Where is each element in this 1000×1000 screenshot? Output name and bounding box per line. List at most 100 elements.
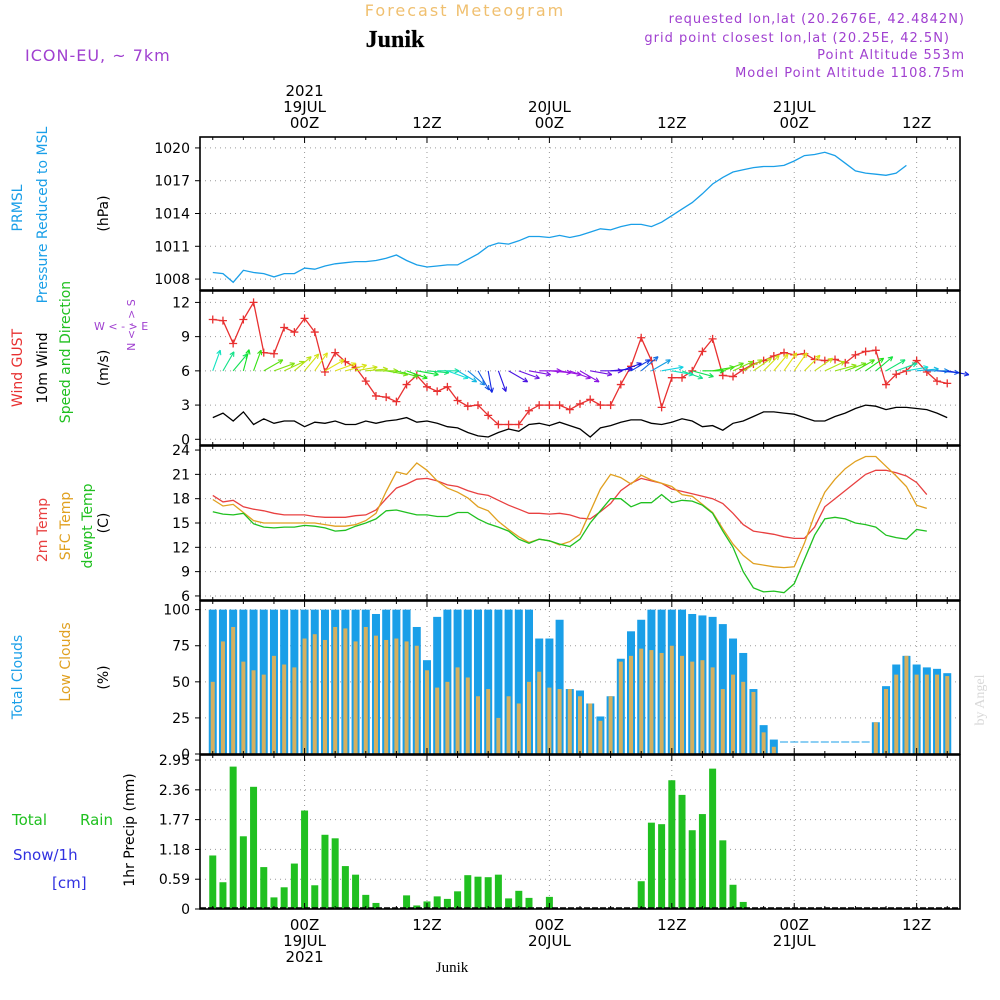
- low-clouds-bar: [771, 746, 776, 754]
- total-clouds-bar: [494, 609, 503, 754]
- wind-direction-label: Speed and Direction: [58, 281, 74, 423]
- wind-direction-arrow: [630, 359, 651, 372]
- y-tick-label: 12: [172, 295, 190, 311]
- rain-bar: [709, 768, 717, 909]
- gust-marker: [269, 349, 278, 358]
- gust-marker: [596, 401, 605, 410]
- wind-direction-arrowhead: [372, 365, 378, 371]
- gust-marker: [667, 373, 676, 382]
- wind-direction-arrow: [242, 349, 250, 371]
- time-axis-bottom-label: 12Z: [657, 916, 686, 934]
- rain-bar: [331, 838, 339, 909]
- rain-bar: [678, 794, 686, 909]
- gust-marker: [514, 420, 523, 429]
- time-axis-top-label: 21JUL: [773, 98, 816, 116]
- total-clouds-bar: [514, 609, 523, 754]
- y-tick-label: 18: [172, 492, 190, 508]
- y-tick-label: 1.18: [159, 842, 190, 858]
- low-clouds-bar: [894, 674, 899, 754]
- low-clouds-bar: [322, 639, 327, 754]
- rain-bar: [443, 898, 451, 909]
- time-axis-bottom-label: 21JUL: [773, 932, 816, 950]
- time-axis-top-label: 19JUL: [283, 98, 326, 116]
- total-clouds-bar: [433, 616, 442, 754]
- time-axis-bottom-label: 2021: [285, 948, 323, 966]
- wind-direction-arrow: [753, 357, 772, 372]
- wind-direction-arrow: [467, 370, 485, 386]
- low-clouds-bar: [629, 655, 634, 754]
- gust-marker: [576, 399, 584, 408]
- wind-direction-arrow: [692, 370, 714, 378]
- wind-direction-arrow: [355, 366, 378, 372]
- rain-bar: [525, 897, 533, 909]
- low-clouds-bar: [302, 638, 307, 754]
- wind-direction-arrowhead: [313, 353, 320, 359]
- rain-bar: [341, 866, 349, 909]
- gust-marker: [657, 403, 666, 412]
- y-tick-label: 2.36: [159, 783, 190, 799]
- low-clouds-bar: [741, 681, 746, 754]
- y-tick-label: 0: [181, 432, 190, 448]
- gust-marker: [218, 316, 227, 325]
- rain-bar: [362, 894, 370, 909]
- wind-direction-arrow: [416, 370, 439, 376]
- wind-direction-arrow: [569, 370, 591, 379]
- gust-marker: [402, 380, 411, 389]
- y-tick-label: 1011: [154, 239, 190, 255]
- wind-direction-arrow: [334, 362, 357, 372]
- y-tick-label: 1020: [154, 141, 190, 157]
- y-tick-label: 25: [172, 711, 190, 727]
- time-axis-bottom-label: 00Z: [290, 916, 319, 934]
- watermark-label: by Angel: [973, 674, 988, 725]
- gust-marker: [422, 382, 431, 391]
- wind-direction-arrow: [294, 356, 312, 372]
- time-axis-bottom-label: 00Z: [780, 916, 809, 934]
- y-tick-label: 15: [172, 516, 190, 532]
- low-clouds-bar: [445, 681, 450, 754]
- wind-direction-arrow: [263, 359, 284, 372]
- wind-direction-arrowhead: [815, 354, 821, 361]
- gust-marker: [504, 420, 513, 429]
- rain-bar: [403, 895, 411, 909]
- wind-direction-arrowhead: [766, 357, 772, 363]
- wind-direction-arrowhead: [534, 374, 540, 380]
- wind-direction-arrowhead: [697, 374, 704, 380]
- low-clouds-bar: [618, 661, 623, 754]
- y-tick-label: 1017: [154, 174, 190, 190]
- wind-direction-arrow: [732, 361, 754, 372]
- wind-direction-arrowhead: [827, 357, 834, 363]
- low-clouds-bar: [578, 696, 582, 754]
- total-clouds-bar: [504, 609, 513, 754]
- temp-sfc-line: [212, 455, 927, 569]
- low-clouds-bar: [761, 732, 766, 754]
- wind-direction-arrow: [487, 370, 493, 393]
- low-clouds-bar: [414, 645, 419, 754]
- rain-bar: [688, 830, 696, 909]
- low-clouds-bar: [475, 696, 480, 754]
- rain-bar: [739, 901, 747, 909]
- gust-marker: [708, 334, 717, 343]
- wind-direction-arrow: [722, 362, 744, 372]
- gust-marker: [310, 328, 319, 337]
- wind-direction-arrow: [814, 357, 833, 372]
- rain-bar: [474, 876, 482, 909]
- wind-direction-arrowhead: [738, 362, 744, 368]
- wind-direction-arrow: [406, 370, 428, 379]
- footer-location-label: Junik: [436, 960, 469, 976]
- wind-direction-arrow: [763, 354, 780, 372]
- wind-direction-arrowhead: [645, 359, 651, 365]
- low-clouds-bar: [424, 670, 429, 754]
- wind-direction-arrowhead: [306, 356, 312, 362]
- time-axis-top-label: 20JUL: [528, 98, 571, 116]
- rain-bar: [250, 786, 258, 909]
- wind-direction-arrow: [651, 359, 671, 372]
- wind-direction-arrow: [253, 349, 262, 372]
- panel-unit-label: (m/s): [96, 350, 112, 387]
- low-clouds-bar: [873, 722, 878, 754]
- axes-layer: 1008101110141017102003691269121518212402…: [154, 136, 961, 918]
- wind-direction-arrow: [365, 368, 388, 372]
- gust-marker: [453, 396, 462, 405]
- wind-direction-arrowhead: [350, 362, 357, 368]
- wind-direction-arrow: [579, 370, 600, 383]
- wind-direction-arrow: [396, 370, 418, 378]
